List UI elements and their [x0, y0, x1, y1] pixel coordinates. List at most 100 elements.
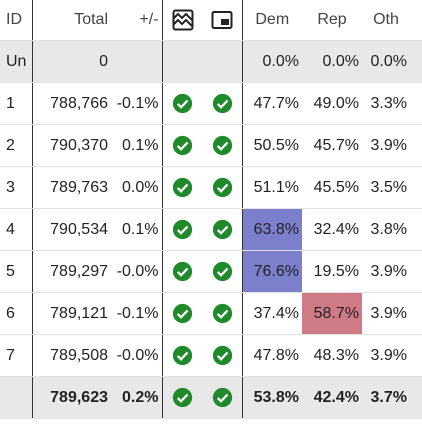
- change-cell: 0.2%: [111, 376, 163, 419]
- dem-cell: 63.8%: [242, 208, 302, 251]
- total-cell: 788,766: [32, 82, 111, 125]
- check-cell: [162, 82, 203, 125]
- district-row[interactable]: 2 790,370 0.1% 50.5% 45.7% 3.9%: [0, 124, 422, 167]
- total-cell: 790,534: [32, 208, 111, 251]
- dem-cell: 47.7%: [242, 82, 302, 125]
- oth-cell: 3.9%: [362, 124, 410, 167]
- rep-cell: 45.7%: [302, 124, 362, 167]
- header-id[interactable]: ID: [0, 0, 33, 41]
- check-icon: [212, 135, 233, 156]
- extra-cell: [410, 124, 422, 167]
- district-row[interactable]: 3 789,763 0.0% 51.1% 45.5% 3.5%: [0, 166, 422, 209]
- header-change[interactable]: +/-: [111, 0, 163, 41]
- id-cell: 5: [0, 250, 33, 293]
- rep-cell: 49.0%: [302, 82, 362, 125]
- rep-cell: 19.5%: [302, 250, 362, 293]
- dem-cell: 53.8%: [242, 376, 302, 419]
- district-row[interactable]: 1 788,766 -0.1% 47.7% 49.0% 3.3%: [0, 82, 422, 125]
- change-cell: -0.1%: [111, 292, 163, 335]
- change-cell: -0.1%: [111, 82, 163, 125]
- check-icon: [212, 387, 233, 408]
- check-cell: [162, 166, 203, 209]
- check-cell: [162, 376, 203, 419]
- change-cell: -0.0%: [111, 250, 163, 293]
- id-cell: 7: [0, 334, 33, 377]
- change-cell: 0.1%: [111, 124, 163, 167]
- oth-cell: 3.3%: [362, 82, 410, 125]
- header-contig-icon[interactable]: [203, 0, 243, 41]
- check-cell: [203, 250, 243, 293]
- change-cell: 0.0%: [111, 166, 163, 209]
- district-row[interactable]: 7 789,508 -0.0% 47.8% 48.3% 3.9%: [0, 334, 422, 377]
- header-extra: [410, 0, 422, 41]
- check-cell: [203, 334, 243, 377]
- id-cell: 2: [0, 124, 33, 167]
- oth-cell: 3.5%: [362, 166, 410, 209]
- total-cell: 0: [32, 40, 111, 83]
- header-compact-icon[interactable]: [162, 0, 203, 41]
- check-icon: [212, 261, 233, 282]
- unassigned-row: Un 0 0.0% 0.0% 0.0%: [0, 40, 422, 83]
- check-cell: [203, 166, 243, 209]
- district-row[interactable]: 5 789,297 -0.0% 76.6% 19.5% 3.9%: [0, 250, 422, 293]
- rep-cell: 42.4%: [302, 376, 362, 419]
- check-icon: [212, 219, 233, 240]
- check-cell: [203, 208, 243, 251]
- summary-row: 789,623 0.2% 53.8% 42.4% 3.7%: [0, 376, 422, 419]
- check-icon: [212, 303, 233, 324]
- total-cell: 790,370: [32, 124, 111, 167]
- header-total[interactable]: Total: [32, 0, 111, 41]
- check-icon: [172, 261, 193, 282]
- header-rep[interactable]: Rep: [302, 0, 362, 41]
- check-cell: [203, 292, 243, 335]
- change-cell: [111, 40, 163, 83]
- header-oth[interactable]: Oth: [362, 0, 410, 41]
- total-cell: 789,121: [32, 292, 111, 335]
- extra-cell: [410, 82, 422, 125]
- check-icon: [172, 303, 193, 324]
- wave-icon: [172, 9, 194, 31]
- total-cell: 789,508: [32, 334, 111, 377]
- header-dem[interactable]: Dem: [242, 0, 302, 41]
- check-cell: [162, 334, 203, 377]
- oth-cell: 0.0%: [362, 40, 410, 83]
- dem-cell: 76.6%: [242, 250, 302, 293]
- empty-cell: [162, 40, 203, 83]
- table-body: Un 0 0.0% 0.0% 0.0% 1 788,766 -0.1% 47.7% 49.0% 3.…: [0, 40, 422, 419]
- dem-cell: 50.5%: [242, 124, 302, 167]
- rep-cell: 45.5%: [302, 166, 362, 209]
- check-icon: [172, 135, 193, 156]
- empty-cell: [0, 376, 33, 419]
- header-row: ID Total +/- Dem Rep Oth: [0, 0, 422, 41]
- oth-cell: 3.8%: [362, 208, 410, 251]
- id-cell: 6: [0, 292, 33, 335]
- extra-cell: [410, 376, 422, 419]
- dem-cell: 37.4%: [242, 292, 302, 335]
- check-icon: [172, 345, 193, 366]
- total-cell: 789,623: [32, 376, 111, 419]
- district-row[interactable]: 6 789,121 -0.1% 37.4% 58.7% 3.9%: [0, 292, 422, 335]
- id-cell: Un: [0, 40, 33, 83]
- check-icon: [172, 219, 193, 240]
- check-cell: [203, 124, 243, 167]
- oth-cell: 3.9%: [362, 250, 410, 293]
- extra-cell: [410, 250, 422, 293]
- check-icon: [212, 93, 233, 114]
- check-cell: [162, 208, 203, 251]
- check-icon: [212, 177, 233, 198]
- oth-cell: 3.9%: [362, 292, 410, 335]
- rep-cell: 48.3%: [302, 334, 362, 377]
- district-row[interactable]: 4 790,534 0.1% 63.8% 32.4% 3.8%: [0, 208, 422, 251]
- rep-cell: 32.4%: [302, 208, 362, 251]
- check-icon: [172, 93, 193, 114]
- extra-cell: [410, 166, 422, 209]
- id-cell: 4: [0, 208, 33, 251]
- extra-cell: [410, 208, 422, 251]
- check-icon: [172, 177, 193, 198]
- check-icon: [172, 387, 193, 408]
- check-cell: [162, 250, 203, 293]
- rep-cell: 58.7%: [302, 292, 362, 335]
- change-cell: -0.0%: [111, 334, 163, 377]
